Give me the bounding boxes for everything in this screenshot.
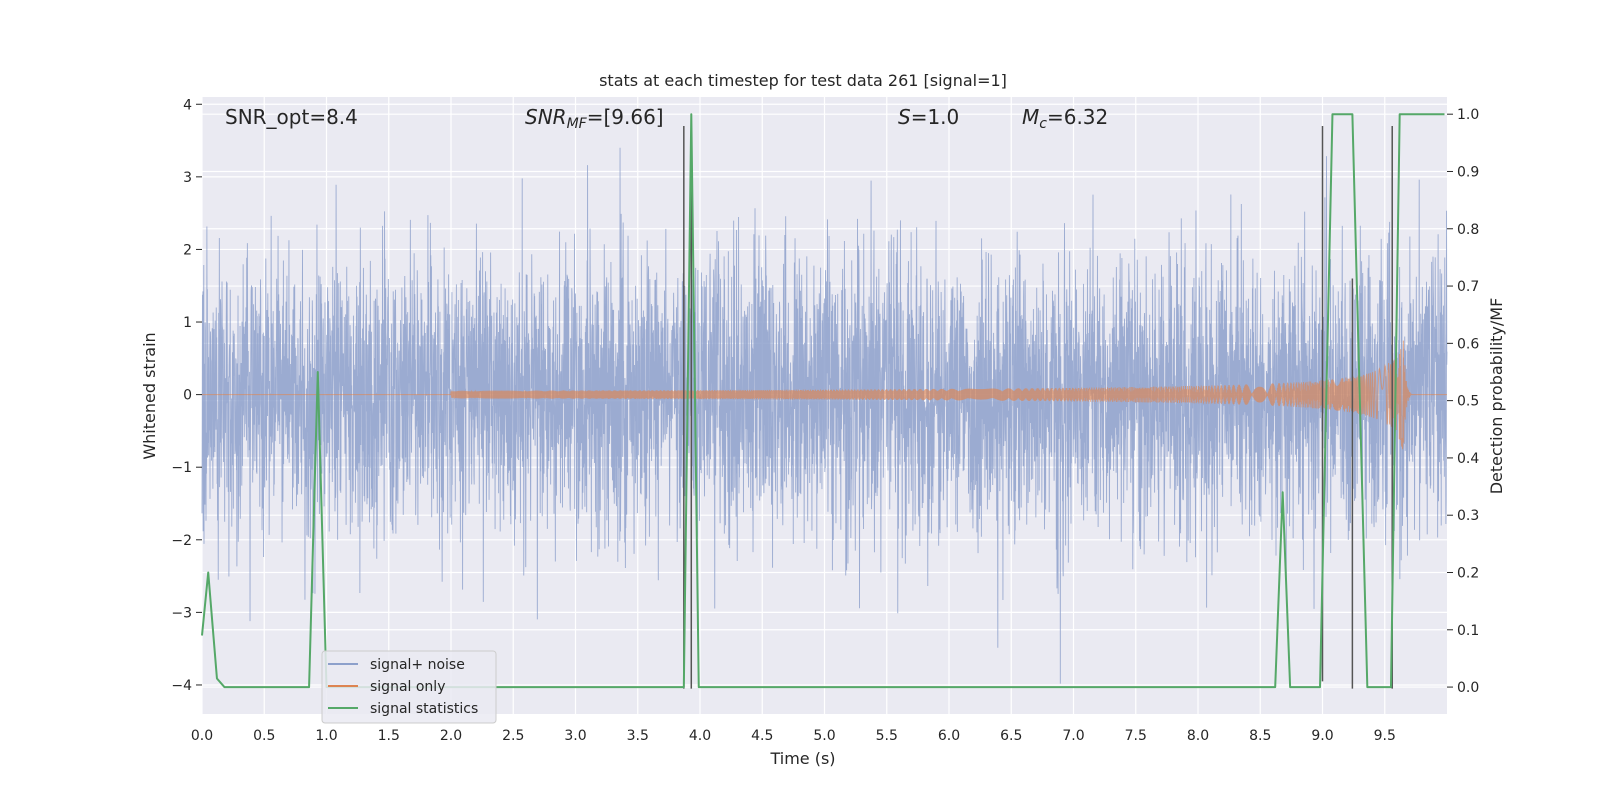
legend-label-signal-only: signal only (370, 679, 445, 695)
y2-axis-label: Detection probability/MF (1487, 298, 1506, 495)
y2-tick-label: 1.0 (1457, 107, 1479, 123)
x-tick-label: 2.0 (440, 728, 462, 744)
annotation-snr-mf-prefix: SNR (525, 105, 567, 129)
series-signal-plus-noise (201, 147, 1448, 684)
y2-tick-label: 0.9 (1457, 164, 1479, 180)
y-tick-label: 3 (183, 170, 192, 186)
x-axis-ticks: 0.0 0.5 1.0 1.5 2.0 2.5 3.0 3.5 4.0 4.5 5.0 5.5 6.0 6… (191, 728, 1396, 744)
x-tick-label: 7.0 (1062, 728, 1084, 744)
x-tick-label: 5.0 (813, 728, 835, 744)
y-tick-label: 0 (183, 388, 192, 404)
y-axis-ticks: 4 3 2 1 0 −1 −2 −3 −4 (171, 97, 202, 694)
y2-tick-label: 0.5 (1457, 394, 1479, 410)
annotation-mc-symbol: M (1022, 105, 1039, 129)
y-tick-label: 4 (183, 97, 192, 113)
y-tick-label: −2 (171, 533, 192, 549)
y2-tick-label: 0.1 (1457, 623, 1479, 639)
x-axis-label: Time (s) (769, 749, 835, 768)
y2-tick-label: 0.8 (1457, 222, 1479, 238)
annotation-mc: Mc=6.32 (1022, 105, 1108, 132)
legend-box (321, 650, 497, 724)
y-axis-label: Whitened strain (140, 332, 159, 459)
annotation-s: S=1.0 (898, 105, 959, 129)
x-tick-label: 3.0 (564, 728, 586, 744)
x-tick-label: 1.5 (378, 728, 400, 744)
signal-only-line (202, 340, 1447, 450)
series-signal-only (202, 340, 1447, 450)
x-tick-label: 5.5 (876, 728, 898, 744)
x-tick-label: 9.5 (1374, 728, 1396, 744)
x-tick-label: 7.5 (1125, 728, 1147, 744)
y2-axis-ticks: 1.0 0.9 0.8 0.7 0.6 0.5 0.4 0.3 0.2 0.1 0.0 (1447, 107, 1479, 696)
x-tick-label: 8.0 (1187, 728, 1209, 744)
annotation-snr-mf-value: =[9.66] (587, 105, 664, 129)
x-tick-label: 6.0 (938, 728, 960, 744)
x-tick-label: 6.5 (1000, 728, 1022, 744)
y2-tick-label: 0.6 (1457, 336, 1479, 352)
annotation-s-value: =1.0 (911, 105, 960, 129)
signal-plus-noise-line (201, 147, 1448, 684)
x-tick-label: 2.5 (502, 728, 524, 744)
y2-tick-label: 0.2 (1457, 565, 1479, 581)
y-tick-label: −4 (171, 678, 192, 694)
x-tick-label: 0.5 (253, 728, 275, 744)
annotation-s-symbol: S (898, 105, 911, 129)
legend-label-signal-plus-noise: signal+ noise (370, 657, 465, 673)
signal-statistics-line (201, 113, 1445, 689)
x-tick-label: 4.0 (689, 728, 711, 744)
y2-tick-label: 0.0 (1457, 680, 1479, 696)
y2-tick-label: 0.7 (1457, 279, 1479, 295)
annotation-mc-value: =6.32 (1047, 105, 1108, 129)
x-tick-label: 3.5 (627, 728, 649, 744)
x-tick-label: 4.5 (751, 728, 773, 744)
y-tick-label: 1 (183, 315, 192, 331)
y-tick-label: 2 (183, 242, 192, 258)
y2-tick-label: 0.4 (1457, 451, 1479, 467)
annotation-snr-mf: SNRMF=[9.66] (525, 105, 664, 132)
chart-title: stats at each timestep for test data 261… (599, 71, 1007, 90)
annotation-snr-opt: SNR_opt=8.4 (225, 105, 358, 129)
annotation-mc-sub: c (1039, 116, 1047, 132)
annotation-snr-mf-sub: MF (567, 116, 588, 132)
y-tick-label: −1 (171, 460, 192, 476)
x-tick-label: 0.0 (191, 728, 213, 744)
x-tick-label: 8.5 (1249, 728, 1271, 744)
series-signal-statistics (201, 113, 1445, 689)
x-tick-label: 9.0 (1311, 728, 1333, 744)
y2-tick-label: 0.3 (1457, 508, 1479, 524)
x-tick-label: 1.0 (315, 728, 337, 744)
legend-label-signal-statistics: signal statistics (370, 701, 478, 717)
y-tick-label: −3 (171, 605, 192, 621)
legend: signal+ noise signal only signal statist… (321, 650, 497, 724)
